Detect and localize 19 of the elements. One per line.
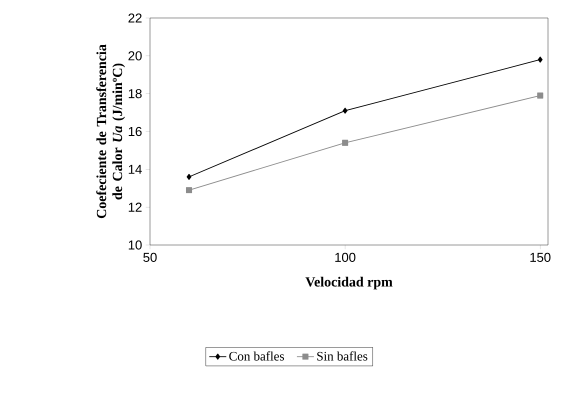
- point: [186, 174, 192, 180]
- y-tick-label: 18: [128, 89, 142, 98]
- x-tick-label: 150: [530, 252, 550, 262]
- x-axis-title: Velocidad rpm: [305, 276, 392, 290]
- x-tick-label: 50: [143, 252, 157, 262]
- point: [342, 108, 348, 114]
- y-tick-label: 14: [128, 164, 142, 174]
- y-tick-label: 20: [128, 51, 142, 60]
- y-tick-label: 16: [128, 126, 142, 136]
- y-tick-label: 12: [128, 202, 142, 212]
- x-tick-label: 100: [335, 252, 356, 262]
- y-tick-label: 22: [128, 13, 142, 23]
- point: [186, 187, 192, 194]
- y-tick-label: 10: [128, 240, 142, 250]
- point: [538, 56, 543, 63]
- legend-label: Sin bafles: [317, 351, 368, 361]
- point: [537, 92, 544, 99]
- legend-label: Con bafles: [229, 351, 284, 361]
- point: [342, 140, 348, 146]
